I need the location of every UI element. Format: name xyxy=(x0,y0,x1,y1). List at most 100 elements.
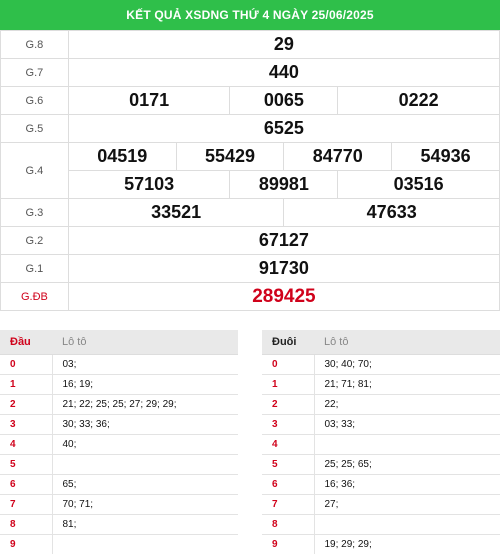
table-row: 0 30; 40; 70; xyxy=(262,354,500,375)
loto-values: 25; 25; 65; xyxy=(314,454,500,475)
loto-key: 2 xyxy=(262,394,315,415)
loto-head-column-header: Đầu xyxy=(0,330,52,355)
table-row: 4 40; xyxy=(0,434,238,455)
prize-row-g4: G.4 04519 55429 84770 54936 xyxy=(0,142,500,199)
loto-key: 8 xyxy=(0,514,53,535)
prize-number: 84770 xyxy=(283,142,393,171)
table-row: 3 03; 33; xyxy=(262,414,500,435)
loto-tail-column-header: Đuôi xyxy=(262,330,314,355)
prize-number: 47633 xyxy=(283,198,500,227)
prize-number: 89981 xyxy=(229,170,339,199)
prize-number: 55429 xyxy=(175,142,285,171)
loto-values xyxy=(314,514,500,535)
results-header: KẾT QUẢ XSDNG THỨ 4 NGÀY 25/06/2025 xyxy=(0,0,500,30)
prize-label: G.ĐB xyxy=(0,282,69,311)
table-row: 9 19; 29; 29; xyxy=(262,534,500,554)
loto-values: 03; xyxy=(52,354,238,375)
prize-number: 29 xyxy=(67,30,500,59)
table-row: 3 30; 33; 36; xyxy=(0,414,238,435)
loto-values: 30; 33; 36; xyxy=(52,414,238,435)
loto-key: 4 xyxy=(262,434,315,455)
prize-number: 67127 xyxy=(67,226,500,255)
prize-number: 04519 xyxy=(67,142,177,171)
loto-key: 7 xyxy=(262,494,315,515)
prize-number: 03516 xyxy=(337,170,500,199)
table-row: 7 27; xyxy=(262,494,500,515)
loto-key: 2 xyxy=(0,394,53,415)
loto-values: 30; 40; 70; xyxy=(314,354,500,375)
table-row: 6 16; 36; xyxy=(262,474,500,495)
results-table: G.8 29 G.7 440 G.6 0171 0065 0222 G.5 65… xyxy=(0,30,500,311)
table-row: 4 xyxy=(262,434,500,455)
loto-key: 4 xyxy=(0,434,53,455)
prize-label: G.4 xyxy=(0,142,69,199)
prize-label: G.3 xyxy=(0,198,69,227)
loto-key: 1 xyxy=(262,374,315,395)
loto-key: 5 xyxy=(262,454,315,475)
prize-number: 440 xyxy=(67,58,500,87)
loto-key: 9 xyxy=(262,534,315,554)
loto-values: 65; xyxy=(52,474,238,495)
loto-values: 22; xyxy=(314,394,500,415)
prize-row-g4-second: 57103 89981 03516 xyxy=(1,170,500,199)
loto-values: 19; 29; 29; xyxy=(314,534,500,554)
prize-number: 6525 xyxy=(67,114,500,143)
table-row: 0 03; xyxy=(0,354,238,375)
loto-values: 21; 22; 25; 25; 27; 29; 29; xyxy=(52,394,238,415)
loto-key: 1 xyxy=(0,374,53,395)
prize-number: 33521 xyxy=(67,198,285,227)
loto-column-header: Lô tô xyxy=(52,330,238,355)
loto-key: 7 xyxy=(0,494,53,515)
prize-label: G.8 xyxy=(0,30,69,59)
table-row: 5 25; 25; 65; xyxy=(262,454,500,475)
prize-row-g8: G.8 29 xyxy=(0,30,500,59)
loto-key: 6 xyxy=(0,474,53,495)
loto-values: 40; xyxy=(52,434,238,455)
table-row: 7 70; 71; xyxy=(0,494,238,515)
prize-number: 57103 xyxy=(67,170,231,199)
prize-row-g5: G.5 6525 xyxy=(0,114,500,143)
loto-key: 9 xyxy=(0,534,53,554)
loto-values: 16; 36; xyxy=(314,474,500,495)
table-row: 2 21; 22; 25; 25; 27; 29; 29; xyxy=(0,394,238,415)
table-row: 5 xyxy=(0,454,238,475)
loto-values: 81; xyxy=(52,514,238,535)
loto-values: 70; 71; xyxy=(52,494,238,515)
prize-number: 91730 xyxy=(67,254,500,283)
loto-values xyxy=(52,534,238,554)
prize-row-g1: G.1 91730 xyxy=(0,254,500,283)
prize-number: 54936 xyxy=(391,142,500,171)
loto-values: 27; xyxy=(314,494,500,515)
prize-row-special: G.ĐB 289425 xyxy=(0,282,500,311)
table-row: 8 81; xyxy=(0,514,238,535)
special-prize-number: 289425 xyxy=(67,282,500,311)
prize-number: 0171 xyxy=(67,86,231,115)
prize-row-g2: G.2 67127 xyxy=(0,226,500,255)
prize-number: 0222 xyxy=(337,86,500,115)
prize-label: G.5 xyxy=(0,114,69,143)
loto-values: 03; 33; xyxy=(314,414,500,435)
loto-values: 16; 19; xyxy=(52,374,238,395)
prize-row-g6: G.6 0171 0065 0222 xyxy=(0,86,500,115)
prize-row-g3: G.3 33521 47633 xyxy=(0,198,500,227)
loto-key: 0 xyxy=(262,354,315,375)
loto-key: 3 xyxy=(262,414,315,435)
loto-head-table: Đầu Lô tô 0 03; 1 16; 19; 2 21; 22; 25; 25;… xyxy=(0,330,238,554)
loto-values xyxy=(52,454,238,475)
prize-label: G.2 xyxy=(0,226,69,255)
prize-label: G.7 xyxy=(0,58,69,87)
loto-values: 21; 71; 81; xyxy=(314,374,500,395)
table-row: 2 22; xyxy=(262,394,500,415)
loto-key: 8 xyxy=(262,514,315,535)
loto-key: 5 xyxy=(0,454,53,475)
prize-label: G.1 xyxy=(0,254,69,283)
prize-number: 0065 xyxy=(229,86,339,115)
loto-column-header: Lô tô xyxy=(314,330,500,355)
loto-tail-table: Đuôi Lô tô 0 30; 40; 70; 1 21; 71; 81; 2 22… xyxy=(262,330,500,554)
prize-row-g7: G.7 440 xyxy=(0,58,500,87)
loto-key: 6 xyxy=(262,474,315,495)
table-row: 1 16; 19; xyxy=(0,374,238,395)
table-row: 9 xyxy=(0,534,238,554)
loto-values xyxy=(314,434,500,455)
prize-label: G.6 xyxy=(0,86,69,115)
